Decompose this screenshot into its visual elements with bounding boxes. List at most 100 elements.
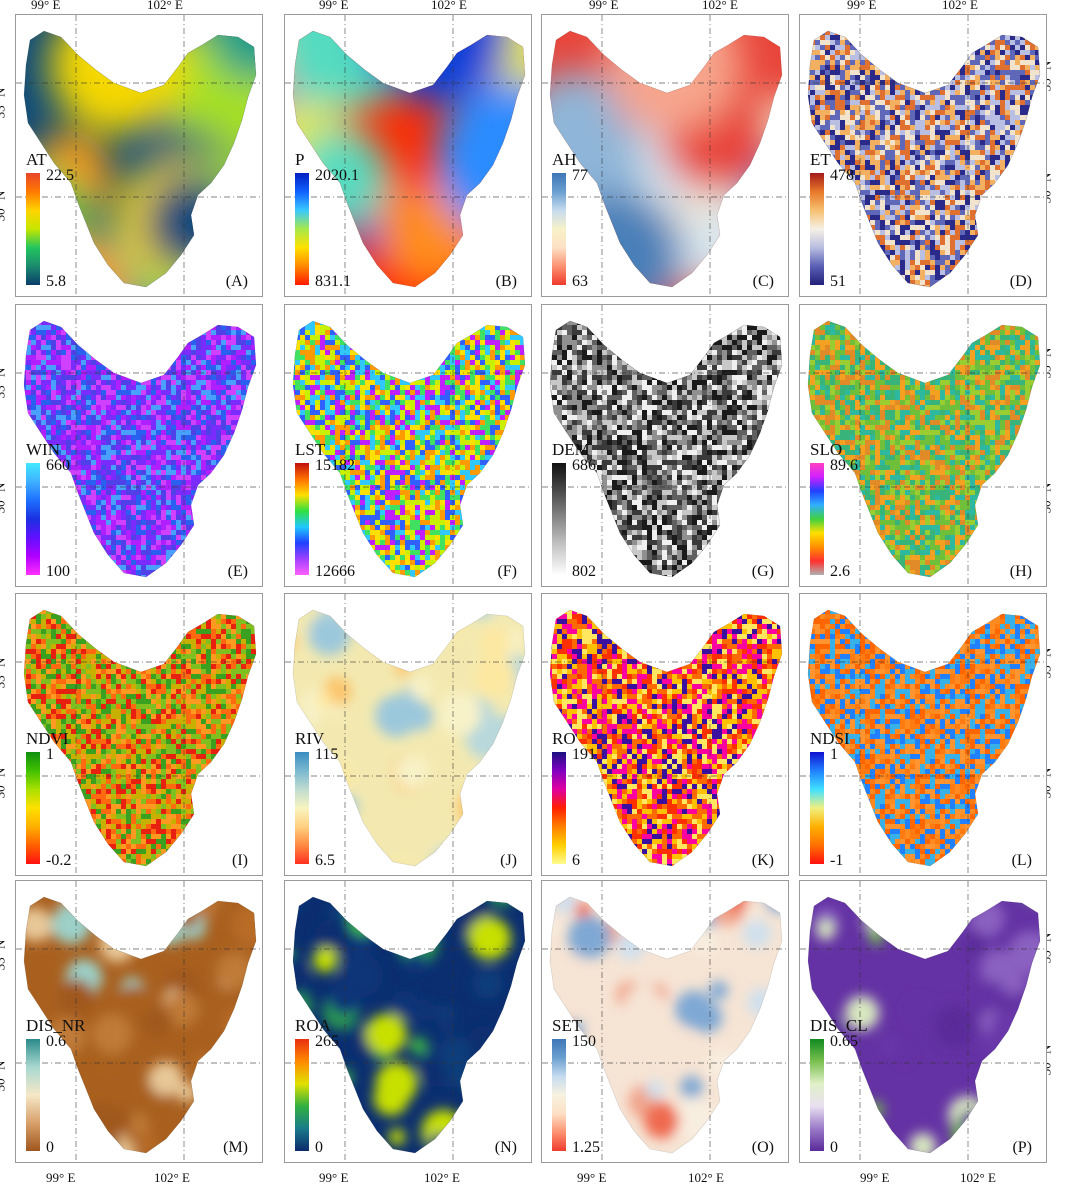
colorbar-min-label: 0: [830, 1139, 838, 1157]
panel-label: (E): [228, 563, 248, 581]
colorbar-min-label: 2.6: [830, 563, 850, 581]
top-lon-99-label: 99° E: [31, 0, 60, 13]
map-panel-h: SLO 89.6 2.6 (H): [799, 304, 1047, 587]
colorbar-c: [552, 173, 566, 285]
colorbar-g: [552, 463, 566, 575]
top-lon-99-label: 99° E: [319, 0, 348, 13]
colorbar-max-label: 22.5: [46, 167, 74, 185]
left-lat-33-label: 33° N: [0, 940, 8, 971]
variable-name: RIV: [295, 729, 324, 749]
colorbar-f: [295, 463, 309, 575]
map-panel-o: SET 150 1.25 (O): [541, 880, 789, 1163]
top-lon-102-label: 102° E: [147, 0, 183, 13]
colorbar-max-label: 1: [46, 746, 54, 764]
colorbar-min-label: 51: [830, 273, 846, 291]
colorbar-n: [295, 1039, 309, 1151]
map-panel-c: AH 77 63 (C): [541, 14, 789, 297]
variable-name: DEM: [552, 440, 590, 460]
colorbar-min-label: -0.2: [46, 852, 71, 870]
map-panel-e: WIN 660 100 (E): [15, 304, 263, 587]
top-lon-102-label: 102° E: [702, 0, 738, 13]
region-map-p: [800, 881, 1046, 1162]
left-lat-33-label: 33° N: [0, 88, 8, 119]
left-lat-33-label: 33° N: [0, 368, 8, 399]
variable-name: SLO: [810, 440, 842, 460]
colorbar-max-label: 0.6: [46, 1033, 66, 1051]
colorbar-max-label: 191: [572, 746, 596, 764]
left-lat-30-label: 30° N: [0, 191, 8, 222]
panel-label: (A): [226, 273, 248, 291]
colorbar-m: [26, 1039, 40, 1151]
variable-name: DIS_NR: [26, 1016, 86, 1036]
colorbar-min-label: 12666: [315, 563, 355, 581]
colorbar-b: [295, 173, 309, 285]
bottom-lon-99-label: 99° E: [46, 1170, 75, 1186]
variable-name: NDSI: [810, 729, 850, 749]
colorbar-min-label: -1: [830, 852, 843, 870]
variable-name: LST: [295, 440, 325, 460]
colorbar-j: [295, 752, 309, 864]
top-lon-102-label: 102° E: [942, 0, 978, 13]
colorbar-min-label: 5.8: [46, 273, 66, 291]
left-lat-33-label: 33° N: [0, 658, 8, 689]
left-lat-30-label: 30° N: [0, 483, 8, 514]
bottom-lon-99-label: 99° E: [319, 1170, 348, 1186]
colorbar-max-label: 2020.1: [315, 167, 359, 185]
top-lon-99-label: 99° E: [847, 0, 876, 13]
region-map-d: [800, 15, 1046, 296]
region-map-l: [800, 594, 1046, 875]
bottom-lon-102-label: 102° E: [154, 1170, 190, 1186]
colorbar-o: [552, 1039, 566, 1151]
colorbar-max-label: 150: [572, 1033, 596, 1051]
map-panel-i: NDVI 1 -0.2 (I): [15, 593, 263, 876]
variable-name: AT: [26, 150, 47, 170]
variable-name: NDVI: [26, 729, 69, 749]
map-panel-n: ROA 265 0 (N): [284, 880, 532, 1163]
region-map-m: [16, 881, 262, 1162]
region-map-b: [285, 15, 531, 296]
bottom-lon-102-label: 102° E: [424, 1170, 460, 1186]
map-panel-b: P 2020.1 831.1 (B): [284, 14, 532, 297]
colorbar-l: [810, 752, 824, 864]
colorbar-max-label: 77: [572, 167, 588, 185]
colorbar-max-label: 89.6: [830, 457, 858, 475]
colorbar-i: [26, 752, 40, 864]
colorbar-min-label: 100: [46, 563, 70, 581]
colorbar-min-label: 802: [572, 563, 596, 581]
colorbar-k: [552, 752, 566, 864]
bottom-lon-102-label: 102° E: [960, 1170, 996, 1186]
panel-label: (L): [1012, 852, 1032, 870]
colorbar-max-label: 1: [830, 746, 838, 764]
bottom-lon-102-label: 102° E: [688, 1170, 724, 1186]
panel-label: (J): [500, 852, 517, 870]
map-panel-g: DEM 686 802 (G): [541, 304, 789, 587]
colorbar-e: [26, 463, 40, 575]
map-panel-m: DIS_NR 0.6 0 (M): [15, 880, 263, 1163]
variable-name: P: [295, 150, 304, 170]
panel-label: (I): [232, 852, 248, 870]
region-map-a: [16, 15, 262, 296]
colorbar-max-label: 115: [315, 746, 338, 764]
region-map-c: [542, 15, 788, 296]
variable-name: ROA: [295, 1016, 331, 1036]
colorbar-h: [810, 463, 824, 575]
colorbar-min-label: 6: [572, 852, 580, 870]
colorbar-min-label: 831.1: [315, 273, 351, 291]
panel-label: (K): [752, 852, 774, 870]
panel-label: (P): [1012, 1139, 1032, 1157]
map-panel-j: RIV 115 6.5 (J): [284, 593, 532, 876]
colorbar-d: [810, 173, 824, 285]
region-map-g: [542, 305, 788, 586]
variable-name: AH: [552, 150, 577, 170]
left-lat-30-label: 30° N: [0, 768, 8, 799]
colorbar-min-label: 0: [315, 1139, 323, 1157]
region-map-f: [285, 305, 531, 586]
map-panel-a: AT 22.5 5.8 (A): [15, 14, 263, 297]
map-panel-f: LST 15182 12666 (F): [284, 304, 532, 587]
panel-label: (N): [495, 1139, 517, 1157]
top-lon-102-label: 102° E: [431, 0, 467, 13]
panel-label: (H): [1010, 563, 1032, 581]
bottom-lon-99-label: 99° E: [577, 1170, 606, 1186]
colorbar-max-label: 660: [46, 457, 70, 475]
variable-name: SET: [552, 1016, 582, 1036]
